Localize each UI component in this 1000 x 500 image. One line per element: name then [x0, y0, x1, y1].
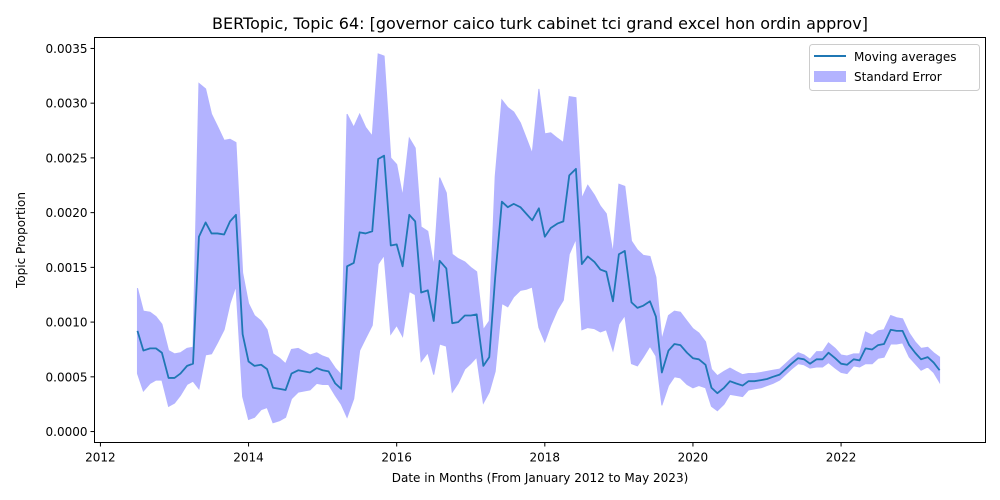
x-tick-label: 2014 [233, 451, 264, 465]
x-tick-label: 2016 [381, 451, 412, 465]
x-tick-label: 2018 [530, 451, 561, 465]
legend-band-swatch [814, 71, 846, 82]
plot-frame [94, 37, 986, 443]
y-tick-label: 0.0015 [46, 261, 88, 275]
y-tick-label: 0.0005 [46, 370, 88, 384]
x-tick-label: 2012 [85, 451, 116, 465]
x-tick-label: 2020 [678, 451, 709, 465]
y-tick-label: 0.0025 [46, 151, 88, 165]
legend-entry-moving-averages: Moving averages [854, 50, 957, 64]
plot-area [136, 53, 941, 424]
x-axis: 2012 2014 2016 2018 2020 2022 [85, 442, 857, 465]
moving-average-line [136, 154, 941, 395]
legend: Moving averages Standard Error [809, 44, 980, 91]
y-tick-label: 0.0020 [46, 206, 88, 220]
y-tick-label: 0.0000 [46, 425, 88, 439]
legend-box [809, 44, 980, 91]
y-tick-label: 0.0010 [46, 316, 88, 330]
y-tick-label: 0.0030 [46, 97, 88, 111]
y-tick-label: 0.0035 [46, 42, 88, 56]
x-tick-label: 2022 [826, 451, 857, 465]
chart-title: BERTopic, Topic 64: [governor caico turk… [212, 14, 868, 33]
x-axis-label: Date in Months (From January 2012 to May… [392, 471, 689, 485]
y-axis: 0.0000 0.0005 0.0010 0.0015 0.0020 0.0025 0.00… [46, 42, 95, 439]
legend-entry-standard-error: Standard Error [854, 70, 942, 84]
standard-error-band [136, 53, 941, 424]
y-axis-label: Topic Proportion [14, 192, 28, 289]
